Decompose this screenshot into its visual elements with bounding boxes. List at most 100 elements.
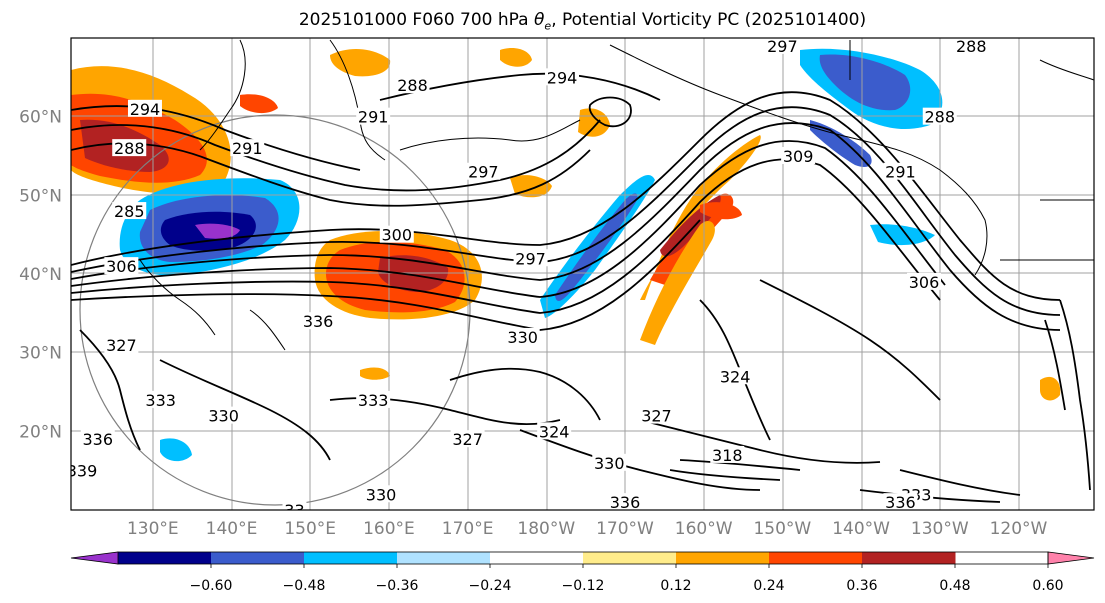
contour-label-bg [781, 147, 816, 164]
lon-label: 150°E [284, 519, 336, 539]
contour-label-bg [356, 390, 391, 408]
contour-label: 294 [130, 100, 161, 119]
contour-labels: 288 294 291 297 294 288 288 291 288 297 291 309 285 3… [67, 37, 989, 520]
contour-label: 333 [145, 391, 176, 410]
contour-label-bg [883, 162, 918, 180]
contour-label-bg [607, 493, 642, 510]
contour-label: 291 [358, 108, 389, 127]
contour-label: 291 [885, 163, 916, 182]
contour-label-bg [537, 422, 572, 440]
contour-label-bg [592, 453, 627, 471]
contour-label-bg [143, 390, 178, 408]
lon-label: 130°W [911, 519, 969, 539]
contour-label: 339 [67, 462, 98, 481]
contour-label: 324 [539, 422, 570, 441]
contour-label-bg [545, 68, 580, 86]
lat-label: 20°N [19, 422, 62, 442]
colorbar-tick-label: −0.12 [562, 578, 605, 594]
colorbar-segment [490, 552, 584, 564]
contour-label-bg [954, 38, 989, 54]
contour-label: 327 [106, 336, 137, 355]
pv-shading [71, 48, 1061, 462]
lon-label: 170°E [442, 519, 494, 539]
contour-label-bg [513, 249, 548, 267]
contour-label-bg [907, 272, 942, 290]
lat-label: 40°N [19, 265, 62, 285]
coastlines [139, 39, 1094, 351]
lon-label: 140°E [206, 519, 258, 539]
lon-label: 130°E [127, 519, 179, 539]
contour-label: 330 [507, 328, 538, 347]
contour-label: 336 [885, 493, 916, 512]
colorbar [70, 551, 1095, 565]
colorbar-segment [118, 552, 212, 564]
contour-label-bg [282, 501, 307, 510]
colorbar-segment [304, 552, 398, 564]
colorbar-segment [862, 552, 956, 564]
colorbar-extend-high [1047, 551, 1095, 565]
contour-label-bg [112, 139, 147, 157]
lon-label: 160°E [363, 519, 415, 539]
colorbar-tick-label: 0.36 [846, 578, 877, 594]
contour-label: 333 [358, 391, 389, 410]
contour-label: 288 [924, 108, 955, 127]
contour-label-bg [922, 107, 957, 125]
colorbar-segment [397, 552, 491, 564]
contour-label: 33 [284, 501, 304, 520]
contour-label: 330 [208, 407, 239, 426]
lon-label: 160°W [675, 519, 733, 539]
contour-label-bg [710, 445, 745, 463]
map-frame [70, 37, 1095, 511]
lon-label: 150°W [753, 519, 811, 539]
contour-label-bg [104, 335, 139, 353]
colorbar-extend-low [70, 551, 119, 565]
contour-label-bg [80, 430, 115, 448]
contour-label-bg [301, 312, 336, 330]
contour-label: 288 [397, 76, 428, 95]
contour-label-bg [505, 327, 540, 345]
contour-label: 327 [452, 430, 483, 449]
contour-label-bg [379, 225, 414, 243]
contour-label-bg [206, 406, 241, 424]
colorbar-tick-label: 0.60 [1032, 578, 1063, 594]
contour-label-bg [364, 485, 399, 503]
longitude-labels: 130°E 140°E 150°E 160°E 170°E 180°W 170°W 160°W… [127, 519, 1048, 539]
colorbar-segment [583, 552, 677, 564]
contour-label-bg [450, 430, 485, 448]
range-circle [79, 114, 471, 506]
contour-label: 324 [720, 367, 751, 386]
colorbar-tick-label: −0.48 [283, 578, 326, 594]
colorbar-segment [676, 552, 770, 564]
contour-label: 288 [114, 139, 145, 158]
contour-label: 309 [783, 147, 814, 166]
contour-label: 288 [956, 37, 987, 56]
lon-label: 180°W [517, 519, 575, 539]
colorbar-tick-label: −0.24 [469, 578, 512, 594]
contour-label: 330 [594, 454, 625, 473]
lon-label: 120°W [990, 519, 1048, 539]
contour-label-bg [466, 162, 501, 180]
colorbar-tick-labels: −0.60 −0.48 −0.36 −0.24 −0.12 0.12 0.24 0.36 0.4… [190, 564, 1064, 594]
latitude-labels: 60°N 50°N 40°N 30°N 20°N [19, 108, 62, 443]
contour-label: 300 [382, 226, 413, 245]
lat-label: 30°N [19, 344, 62, 364]
colorbar-segment [769, 552, 863, 564]
contour-label: 285 [114, 202, 145, 221]
contour-label: 297 [468, 163, 499, 182]
contour-label: 330 [366, 485, 397, 504]
colorbar-tick-label: −0.60 [190, 578, 233, 594]
contour-label: 306 [106, 257, 137, 276]
map-title: 2025101000 F060 700 hPa θe, Potential Vo… [298, 10, 867, 33]
contour-label: 318 [712, 446, 743, 465]
contour-label-bg [112, 202, 147, 220]
colorbar-tick-label: 0.24 [753, 578, 784, 594]
contour-label-bg [71, 461, 100, 479]
map-plot-area: 288 294 291 297 294 288 288 291 288 297 291 309 285 3… [67, 37, 1094, 520]
contour-label-bg [127, 99, 162, 117]
colorbar-tick-label: 0.48 [939, 578, 970, 594]
contour-label: 327 [641, 407, 672, 426]
contour-label-bg [395, 76, 430, 94]
theta-e-contours [71, 72, 1091, 503]
contour-label-bg [639, 406, 674, 424]
